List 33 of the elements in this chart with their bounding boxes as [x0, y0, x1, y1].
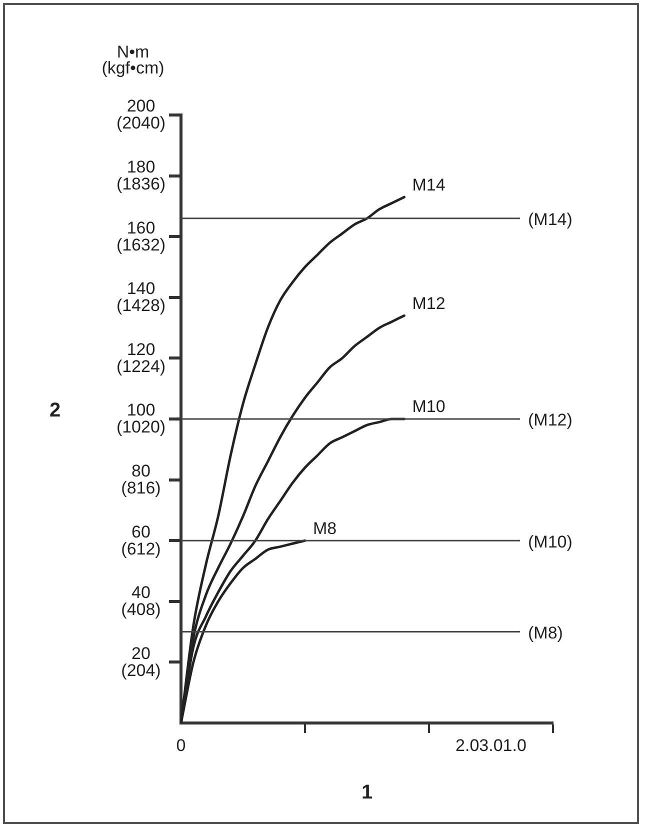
x-tick-label: 0 — [176, 736, 186, 755]
y2-tick-label: (816) — [121, 478, 161, 498]
y2-tick-label: (1224) — [116, 356, 166, 376]
y2-tick-label: (612) — [121, 539, 161, 558]
y-tick-label: 200 — [126, 96, 156, 116]
y2-tick-label: (1428) — [116, 296, 166, 316]
y-tick-label: 80 — [132, 461, 150, 480]
y2-axis-title: 2 — [49, 400, 61, 422]
x-tick-label: 2.03.01.0 — [456, 736, 526, 755]
x-axis-title: 1 — [361, 782, 373, 804]
ref-line-label: (M14) — [528, 210, 572, 230]
series-label: M14 — [412, 175, 446, 194]
y-tick-label: 140 — [126, 279, 156, 298]
y2-tick-label: (204) — [121, 660, 161, 680]
y2-tick-label: (408) — [121, 600, 161, 620]
ref-line-label: (M8) — [528, 623, 563, 642]
y-tick-label: 20 — [132, 644, 150, 663]
y-tick-label: 100 — [126, 400, 156, 420]
y-tick-label: 120 — [126, 340, 156, 359]
text: N•m (kgf•cm) — [102, 42, 164, 78]
series-label: M10 — [412, 397, 446, 416]
series-label: M8 — [313, 518, 337, 538]
y-tick-label: 60 — [132, 522, 150, 542]
ref-line-label: (M12) — [528, 410, 572, 430]
ref-line-label: (M10) — [528, 532, 572, 552]
y2-tick-label: (2040) — [116, 114, 166, 133]
y2-tick-label: (1020) — [116, 418, 166, 437]
series-label: M12 — [412, 294, 446, 313]
y2-tick-label: (1836) — [116, 174, 166, 194]
y2-tick-label: (1632) — [116, 235, 166, 254]
y-tick-label: 40 — [132, 583, 150, 602]
y-tick-label: 160 — [126, 218, 156, 238]
y-tick-label: 180 — [126, 157, 156, 176]
